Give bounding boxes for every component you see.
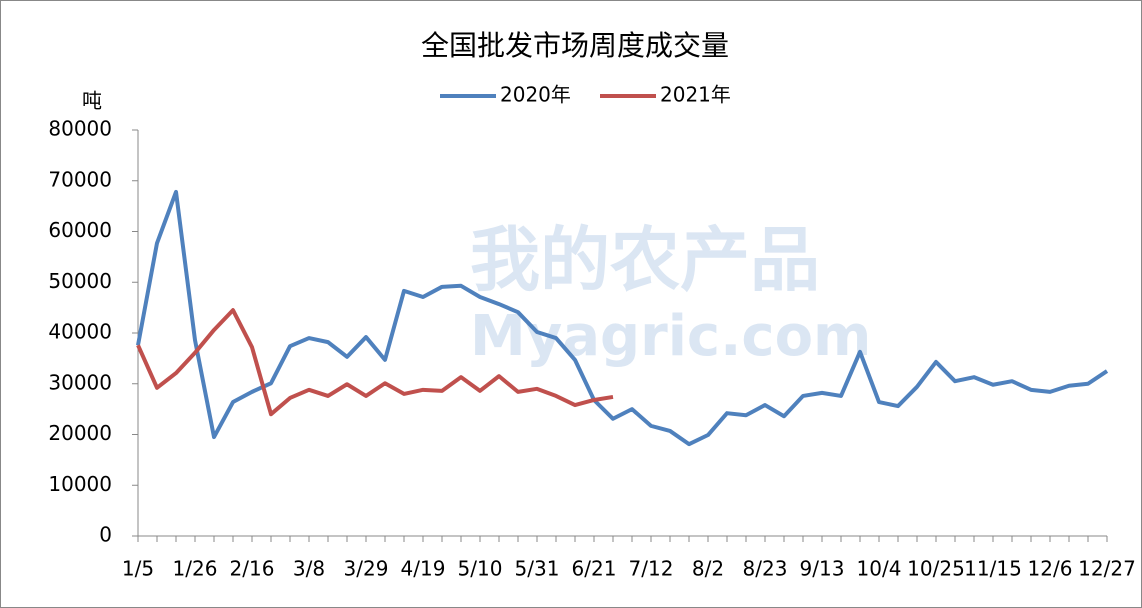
chart-title: 全国批发市场周度成交量 <box>421 29 729 62</box>
x-tick-label: 5/31 <box>515 557 560 581</box>
x-tick-label: 9/13 <box>800 557 845 581</box>
y-axis-label: 吨 <box>82 89 102 113</box>
legend-label: 2021年 <box>660 83 731 107</box>
x-tick-label: 12/6 <box>1028 557 1073 581</box>
x-tick-label: 11/15 <box>964 557 1022 581</box>
y-tick-label: 70000 <box>48 167 112 191</box>
series-line <box>136 189 1109 447</box>
x-tick-label: 12/27 <box>1078 557 1136 581</box>
y-tick-label: 10000 <box>48 472 112 496</box>
y-tick-label: 60000 <box>48 218 112 242</box>
y-tick-label: 40000 <box>48 320 112 344</box>
x-tick-label: 4/19 <box>401 557 446 581</box>
series-line <box>136 308 614 417</box>
watermark: Myagric.com <box>470 304 871 369</box>
x-tick-label: 3/8 <box>293 557 325 581</box>
x-tick-label: 1/5 <box>122 557 154 581</box>
y-tick-label: 80000 <box>48 117 112 141</box>
x-tick-label: 1/26 <box>173 557 218 581</box>
x-tick-label: 10/4 <box>857 557 902 581</box>
x-tick-label: 3/29 <box>344 557 389 581</box>
x-tick-label: 6/21 <box>572 557 617 581</box>
y-tick-label: 20000 <box>48 421 112 445</box>
watermark: 我的农产品 <box>470 219 820 301</box>
x-tick-label: 7/12 <box>629 557 674 581</box>
x-tick-label: 8/2 <box>692 557 724 581</box>
x-tick-label: 8/23 <box>743 557 788 581</box>
x-tick-label: 10/25 <box>907 557 965 581</box>
legend-label: 2020年 <box>500 83 571 107</box>
y-tick-label: 0 <box>99 523 112 547</box>
x-tick-label: 2/16 <box>230 557 275 581</box>
x-tick-label: 5/10 <box>458 557 503 581</box>
y-tick-label: 30000 <box>48 370 112 394</box>
y-tick-label: 50000 <box>48 269 112 293</box>
